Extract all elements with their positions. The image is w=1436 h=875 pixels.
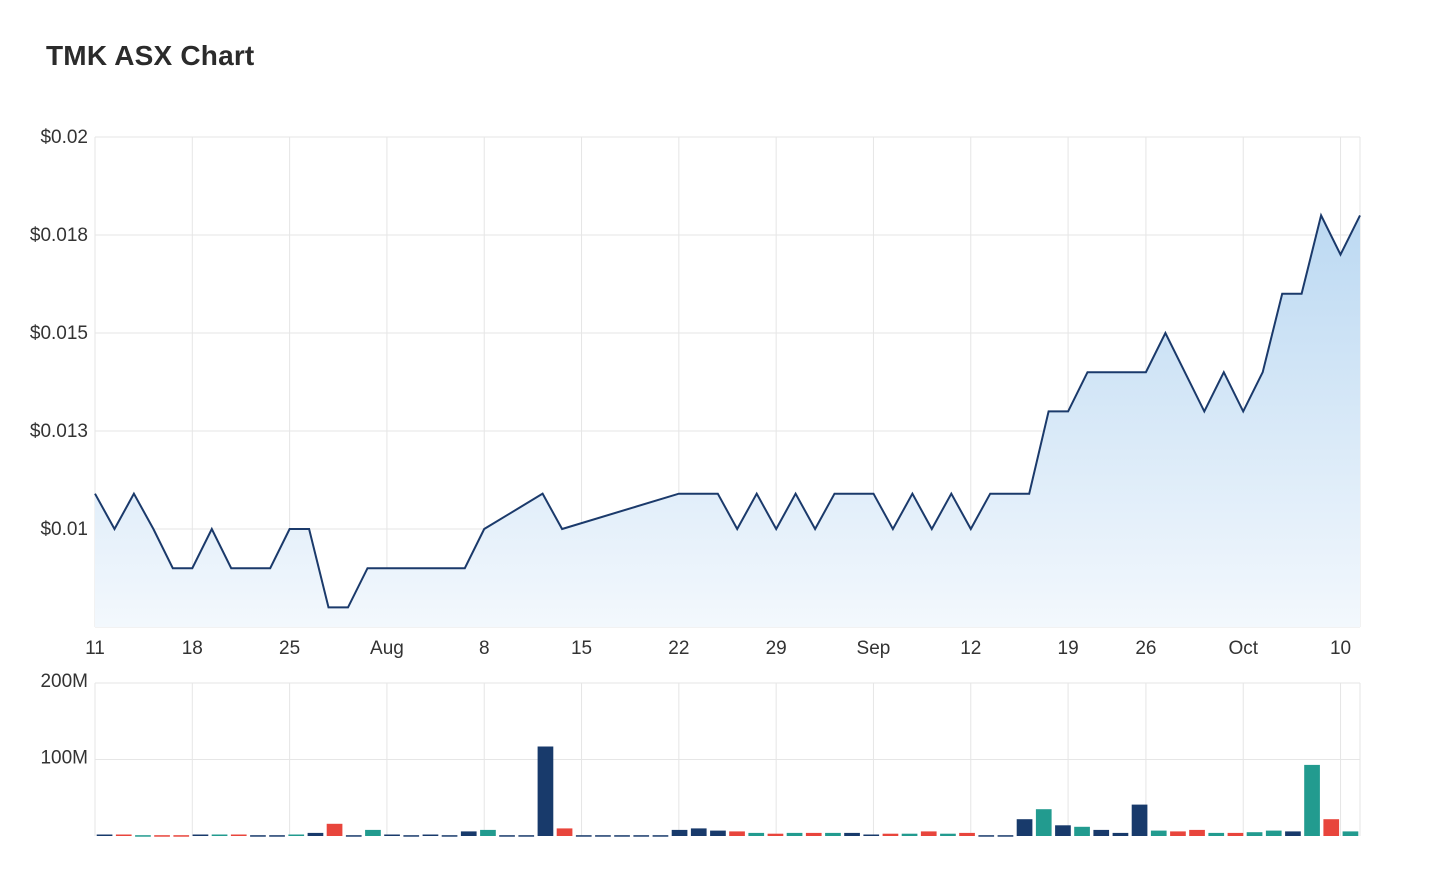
volume-bar (250, 835, 266, 837)
volume-bar (825, 832, 841, 836)
volume-y-tick-label: 100M (40, 748, 88, 769)
volume-bar (269, 835, 285, 837)
x-tick-label: 29 (766, 638, 787, 659)
price-y-tick-label: $0.013 (30, 421, 88, 442)
x-tick-label: 15 (571, 638, 592, 659)
x-tick-label: 11 (85, 638, 105, 659)
volume-bar (230, 834, 247, 836)
price-line (94, 212, 1361, 609)
volume-bar (1112, 832, 1129, 836)
chart-title: TMK ASX Chart (46, 40, 255, 71)
volume-bar (518, 835, 535, 837)
volume-bar (345, 835, 362, 837)
volume-bar (1093, 829, 1110, 836)
x-tick-label: 26 (1135, 638, 1156, 659)
volume-bar (575, 835, 592, 837)
volume-bar (422, 834, 439, 836)
volume-bar (940, 833, 956, 836)
x-tick-label: Aug (370, 638, 404, 659)
volume-bar (384, 834, 400, 836)
volume-bar (403, 835, 420, 837)
volume-bar (614, 835, 630, 837)
x-tick-label: 10 (1330, 638, 1351, 659)
x-tick-label: 18 (182, 638, 203, 659)
volume-bar (1035, 809, 1052, 836)
volume-bar (997, 835, 1014, 837)
volume-bar (480, 829, 496, 836)
price-y-axis: $0.02 $0.018 $0.015 $0.013 $0.01 (30, 127, 88, 540)
volume-bar (192, 834, 209, 836)
volume-bar (1265, 830, 1282, 836)
volume-y-axis: 200M 100M (40, 671, 88, 769)
volume-bars (96, 746, 1359, 837)
volume-bar (901, 833, 918, 836)
volume-bar (1150, 830, 1167, 836)
volume-bar (556, 828, 573, 836)
volume-bar (499, 835, 515, 837)
volume-bar (786, 832, 803, 836)
volume-bar (1131, 804, 1148, 836)
x-tick-label: Sep (857, 638, 891, 659)
x-tick-label: 25 (279, 638, 300, 659)
volume-y-tick-label: 200M (40, 671, 88, 692)
volume-bar (920, 831, 937, 836)
volume-bar (729, 831, 745, 836)
volume-bar (1227, 832, 1244, 836)
volume-bar (595, 835, 611, 837)
volume-bar (460, 831, 477, 836)
volume-bar (96, 834, 113, 836)
volume-bar (978, 835, 995, 837)
volume-bar (1304, 764, 1320, 836)
volume-bar (633, 835, 650, 837)
volume-bar (652, 835, 669, 837)
volume-bar (288, 834, 305, 836)
volume-bar (307, 832, 324, 836)
volume-bar (441, 835, 458, 837)
x-tick-label: 19 (1058, 638, 1079, 659)
volume-bar (173, 835, 190, 837)
volume-bar (1189, 829, 1205, 836)
volume-bar (1246, 832, 1263, 836)
x-tick-label: 22 (668, 638, 689, 659)
price-y-tick-label: $0.018 (30, 225, 88, 246)
volume-bar (844, 832, 860, 836)
volume-bar (537, 746, 554, 836)
x-tick-label: Oct (1228, 638, 1258, 659)
volume-bar (1208, 832, 1225, 836)
volume-bar (805, 832, 822, 836)
volume-bar (211, 834, 228, 836)
volume-bar (959, 832, 975, 836)
volume-bar (1074, 826, 1090, 836)
volume-bar (710, 830, 726, 836)
volume-bar (365, 829, 381, 836)
volume-bar (767, 833, 784, 836)
volume-bar (671, 829, 688, 836)
volume-bar (154, 835, 170, 837)
price-y-tick-label: $0.02 (40, 127, 88, 148)
price-series-line (94, 212, 1361, 609)
volume-grid (94, 682, 1361, 836)
volume-bar (1170, 831, 1186, 836)
price-y-tick-label: $0.01 (40, 519, 88, 540)
volume-bar (135, 835, 151, 837)
volume-bar (690, 828, 707, 836)
volume-bar (1285, 831, 1301, 836)
volume-bar (882, 833, 899, 836)
volume-bar (1342, 831, 1359, 836)
x-tick-label: 12 (960, 638, 981, 659)
volume-bar (1016, 819, 1033, 836)
volume-bar (1323, 819, 1340, 836)
volume-bar (748, 832, 765, 836)
volume-bar (115, 834, 132, 836)
price-area-fill (95, 215, 1360, 627)
volume-bar (326, 823, 343, 836)
price-y-tick-label: $0.015 (30, 323, 88, 344)
volume-bar (1055, 825, 1071, 836)
x-tick-label: 8 (479, 638, 490, 659)
x-axis: 11 18 25 Aug 8 15 22 29 Sep 12 19 26 Oct 10 (85, 638, 1351, 659)
volume-bar (863, 834, 880, 836)
price-area (95, 215, 1360, 627)
